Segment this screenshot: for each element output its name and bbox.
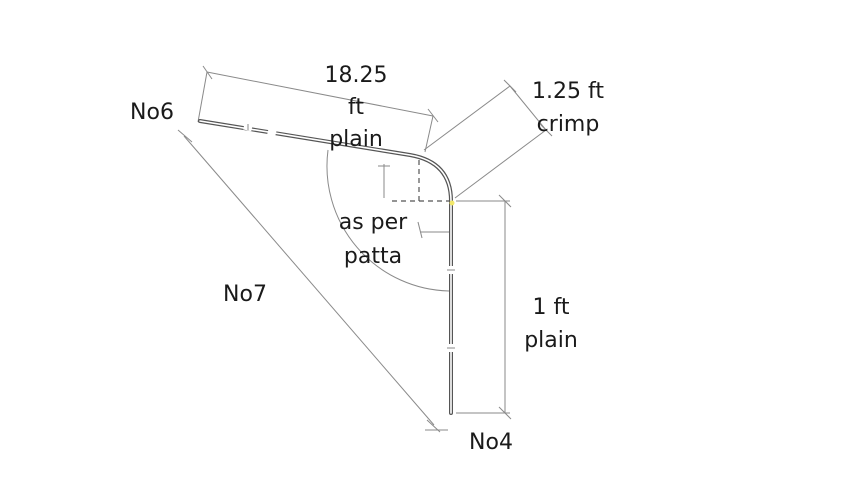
bend-reference-lines xyxy=(392,160,452,202)
vertical-length-dimension xyxy=(456,194,512,420)
top-length-dimension xyxy=(197,65,439,153)
overall-diagonal-dimension xyxy=(177,129,448,433)
label-no6: No6 xyxy=(130,100,174,125)
label-no7: No7 xyxy=(223,282,267,307)
top-length-unit: ft xyxy=(348,95,364,120)
vertical-length-value: 1 ft xyxy=(533,295,570,320)
top-length-type: plain xyxy=(329,127,383,152)
bend-point-marker xyxy=(449,200,455,206)
vertical-length-type: plain xyxy=(524,328,578,353)
bend-note-line1: as per xyxy=(339,210,408,235)
top-length-value: 18.25 xyxy=(325,63,388,88)
rebar-shape xyxy=(198,119,455,415)
label-no4: No4 xyxy=(469,430,513,455)
bend-note-line2: patta xyxy=(344,244,402,269)
crimp-type: crimp xyxy=(537,112,600,137)
crimp-length-value: 1.25 ft xyxy=(532,79,604,104)
crimp-length-dimension xyxy=(423,79,553,199)
